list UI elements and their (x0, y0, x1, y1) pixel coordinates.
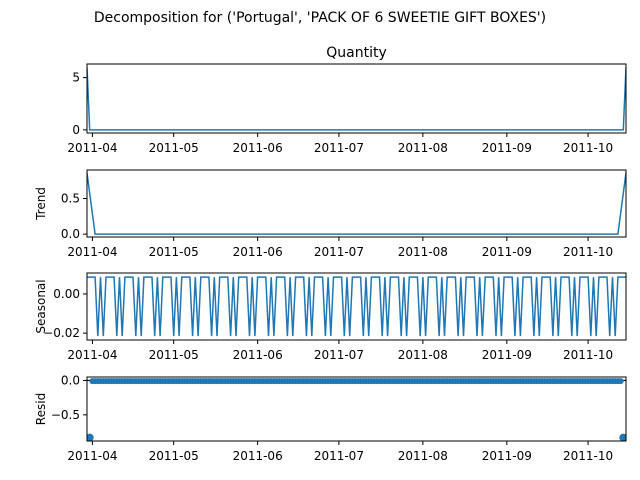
x-tick-label: 2011-09 (482, 245, 532, 259)
plot-area (87, 172, 626, 235)
x-tick-label: 2011-06 (233, 449, 283, 463)
series-line (87, 67, 626, 131)
x-tick-label: 2011-07 (314, 141, 364, 155)
x-tick-label: 2011-06 (233, 348, 283, 362)
plot-area (87, 276, 626, 337)
x-tick-label: 2011-10 (563, 449, 613, 463)
x-tick-label: 2011-05 (149, 245, 199, 259)
y-tick-label: 0.5 (61, 192, 80, 206)
x-tick-label: 2011-10 (563, 245, 613, 259)
y-tick-label: −0.02 (43, 326, 80, 340)
x-tick-label: 2011-07 (314, 348, 364, 362)
resid-outlier-point (87, 433, 94, 441)
panel-2: 2011-04 2011-05 2011-06 2011-07 2011-08 2011-… (34, 169, 627, 259)
panel-1: 2011-04 2011-05 2011-06 2011-07 2011-08 2011-… (67, 45, 627, 155)
x-tick-label: 2011-05 (149, 449, 199, 463)
x-tick-label: 2011-07 (314, 449, 364, 463)
x-tick-label: 2011-06 (233, 141, 283, 155)
y-tick-label: −0.5 (51, 408, 80, 422)
resid-outlier-point (619, 433, 626, 441)
x-tick-label: 2011-04 (67, 348, 117, 362)
y-axis-label: Trend (34, 187, 48, 221)
axes-frame (86, 63, 627, 134)
axes-frame (86, 169, 627, 238)
x-tick-label: 2011-08 (398, 141, 448, 155)
x-tick-label: 2011-09 (482, 449, 532, 463)
x-tick-label: 2011-05 (149, 141, 199, 155)
x-tick-label: 2011-08 (398, 348, 448, 362)
y-tick-label: 0.0 (61, 227, 80, 241)
y-tick-label: 0 (72, 123, 80, 137)
x-tick-label: 2011-06 (233, 245, 283, 259)
panel-3: 2011-04 2011-05 2011-06 2011-07 2011-08 2011-… (34, 272, 627, 362)
series-line (87, 172, 626, 235)
x-tick-label: 2011-10 (563, 141, 613, 155)
axes-frame (86, 376, 627, 442)
panel-title: Quantity (326, 45, 387, 61)
y-axis-label: Resid (34, 393, 48, 425)
axes-frame (86, 272, 627, 341)
y-axis-label: Seasonal (34, 279, 48, 333)
panel-4: 2011-04 2011-05 2011-06 2011-07 2011-08 2011-… (34, 373, 627, 463)
x-tick-label: 2011-09 (482, 141, 532, 155)
x-tick-label: 2011-07 (314, 245, 364, 259)
plot-area (87, 378, 626, 441)
y-tick-label: 0.0 (61, 373, 80, 387)
x-tick-label: 2011-08 (398, 245, 448, 259)
x-tick-label: 2011-09 (482, 348, 532, 362)
x-tick-label: 2011-05 (149, 348, 199, 362)
x-tick-label: 2011-10 (563, 348, 613, 362)
y-tick-label: 0.00 (53, 287, 80, 301)
y-tick-label: 5 (72, 71, 80, 85)
x-tick-label: 2011-04 (67, 449, 117, 463)
x-tick-label: 2011-08 (398, 449, 448, 463)
x-tick-label: 2011-04 (67, 245, 117, 259)
figure-title: Decomposition for ('Portugal', 'PACK OF … (94, 10, 546, 26)
plot-area (87, 67, 626, 131)
resid-point (617, 378, 624, 385)
seasonal-line (87, 276, 626, 337)
x-tick-label: 2011-04 (67, 141, 117, 155)
